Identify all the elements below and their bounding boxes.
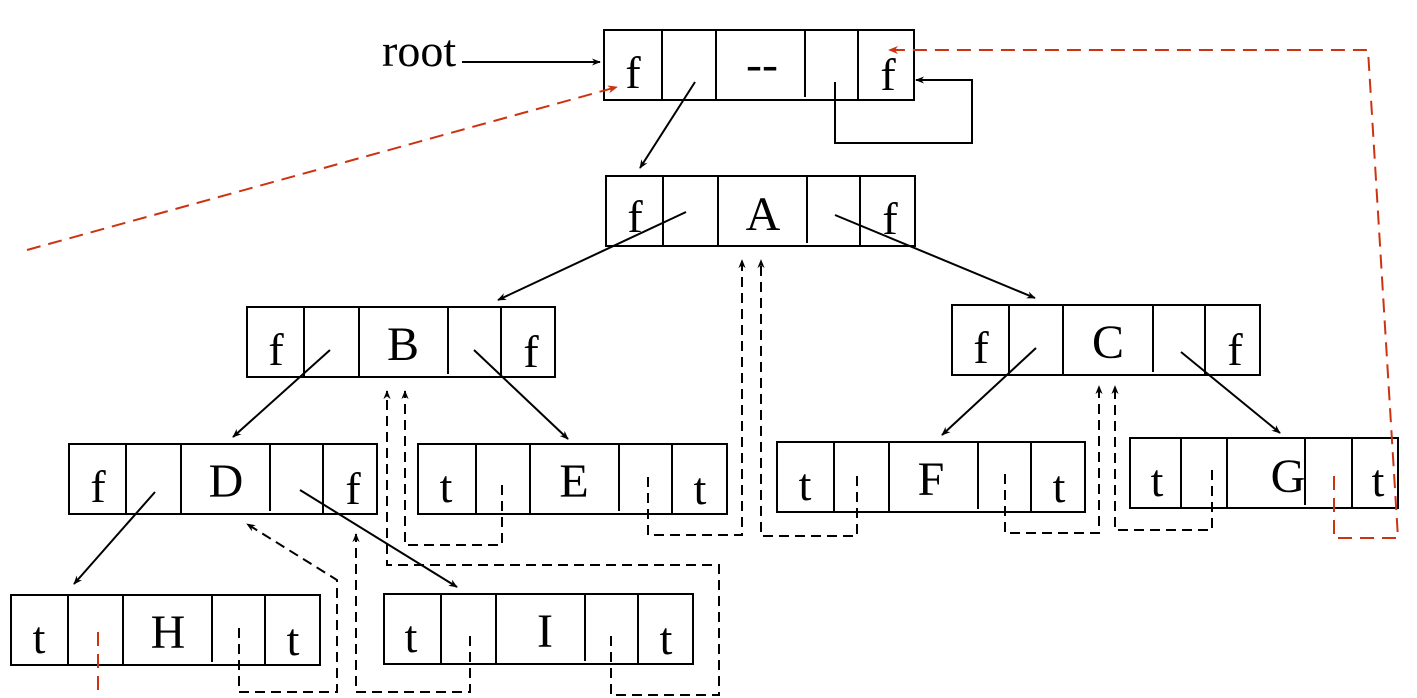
head-node: f -- f	[603, 29, 915, 101]
b-to-e-arrow	[473, 349, 569, 440]
f-to-c-thread-arrow	[1004, 385, 1103, 534]
g-to-head-thread-arrow	[888, 46, 1400, 539]
c-to-f-arrow	[941, 347, 1037, 436]
h-to-head-thread-arrow	[26, 85, 618, 251]
node-a-ltag: f	[627, 191, 643, 242]
node-e-data: E	[559, 455, 588, 508]
node-b: f B f	[246, 306, 556, 378]
child-pointer-arrows	[73, 81, 1281, 588]
node-d-data: D	[209, 455, 244, 508]
i-to-b-thread-arrow	[352, 533, 471, 693]
node-a-data: A	[746, 188, 781, 241]
node-i-rtag: t	[660, 613, 673, 664]
node-h-data: H	[151, 606, 186, 659]
head-ltag: f	[625, 47, 641, 98]
node-d-rtag: f	[345, 463, 361, 514]
a-to-b-arrow	[497, 211, 687, 301]
node-h: t H t	[10, 594, 321, 666]
node-c-data: C	[1092, 316, 1124, 369]
head-self-loop-arrow	[834, 76, 973, 144]
node-g-data: G	[1271, 450, 1306, 503]
node-f-ltag: t	[799, 459, 812, 510]
node-e-ltag: t	[440, 461, 453, 512]
node-b-rtag: f	[523, 326, 539, 377]
node-i-data: I	[537, 605, 553, 658]
node-f-data: F	[918, 453, 945, 506]
e-to-a-thread-arrow	[647, 259, 746, 536]
head-data: --	[746, 38, 778, 91]
i-to-a-thread-arrow	[383, 390, 720, 696]
node-d: f D f	[68, 443, 378, 515]
f-to-a-thread-arrow	[757, 259, 858, 537]
root-label: root	[382, 25, 456, 76]
node-i: t I t	[383, 593, 694, 665]
e-to-b-thread-arrow	[401, 390, 503, 546]
node-i-ltag: t	[405, 611, 418, 662]
d-to-i-arrow	[299, 489, 458, 588]
node-h-ltag: t	[33, 612, 46, 663]
h-to-d-thread-arrow	[238, 523, 338, 693]
node-c-rtag: f	[1227, 324, 1243, 375]
head-to-a-arrow	[639, 81, 696, 169]
node-b-data: B	[387, 318, 419, 371]
b-to-d-arrow	[232, 349, 331, 438]
g-to-c-thread-arrow	[1111, 385, 1213, 531]
node-a: f A f	[605, 175, 916, 247]
node-f: t F t	[776, 441, 1086, 513]
d-to-h-arrow	[73, 491, 156, 585]
node-c-ltag: f	[973, 322, 989, 373]
head-rtag: f	[880, 49, 896, 100]
node-g-rtag: t	[1372, 455, 1385, 506]
thread-pointer-arrows	[238, 259, 1213, 696]
node-b-ltag: f	[268, 324, 284, 375]
node-g: t G t	[1129, 437, 1399, 509]
node-g-ltag: t	[1151, 455, 1164, 506]
a-to-c-arrow	[834, 214, 1036, 299]
node-h-rtag: t	[287, 614, 300, 665]
node-d-ltag: f	[90, 461, 106, 512]
node-a-rtag: f	[882, 193, 898, 244]
node-c: f C f	[951, 304, 1261, 376]
c-to-g-arrow	[1180, 351, 1281, 434]
head-thread-arrows	[26, 46, 1400, 690]
node-f-rtag: t	[1053, 461, 1066, 512]
node-e: t E t	[417, 443, 728, 515]
node-e-rtag: t	[694, 463, 707, 514]
